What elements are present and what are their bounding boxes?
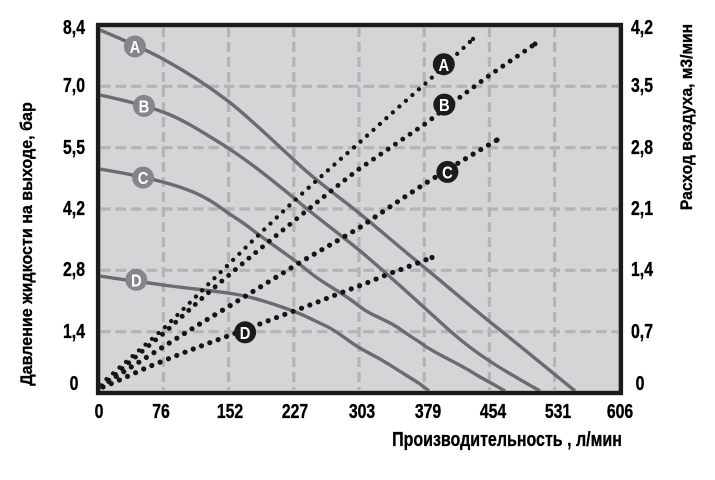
svg-text:A: A bbox=[438, 55, 449, 75]
svg-text:A: A bbox=[130, 38, 141, 58]
svg-text:B: B bbox=[139, 97, 150, 117]
svg-text:D: D bbox=[240, 324, 251, 344]
svg-text:D: D bbox=[131, 271, 142, 291]
svg-text:C: C bbox=[138, 169, 149, 189]
svg-text:C: C bbox=[442, 163, 453, 183]
svg-text:B: B bbox=[439, 96, 450, 116]
